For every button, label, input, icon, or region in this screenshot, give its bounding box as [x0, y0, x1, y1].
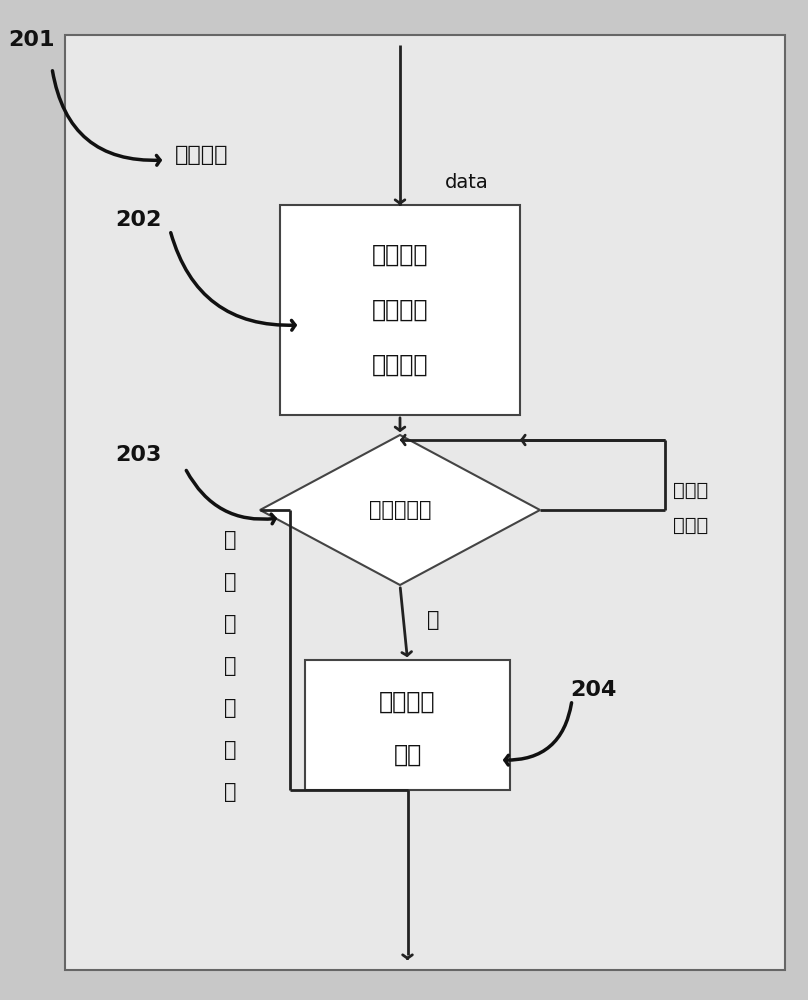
- FancyBboxPatch shape: [280, 205, 520, 415]
- Text: 是: 是: [427, 610, 440, 630]
- Text: 没: 没: [224, 614, 236, 634]
- Text: 203: 203: [115, 445, 162, 465]
- Text: ，: ，: [224, 572, 236, 592]
- Text: 是否需调整: 是否需调整: [368, 500, 431, 520]
- Text: 否: 否: [224, 530, 236, 550]
- Text: 202: 202: [115, 210, 162, 230]
- FancyBboxPatch shape: [65, 35, 785, 970]
- Text: 新数据: 新数据: [673, 516, 709, 534]
- Text: data: data: [445, 172, 489, 192]
- FancyBboxPatch shape: [305, 660, 510, 790]
- Text: 有: 有: [224, 656, 236, 676]
- Text: 数: 数: [224, 740, 236, 760]
- Text: 204: 204: [570, 680, 617, 700]
- Text: 新: 新: [224, 698, 236, 718]
- Text: 据: 据: [224, 782, 236, 802]
- Text: 对收集的: 对收集的: [372, 243, 428, 267]
- Polygon shape: [260, 435, 540, 585]
- Text: 初步拟合: 初步拟合: [372, 353, 428, 377]
- Text: 否，有: 否，有: [673, 481, 709, 499]
- Text: 201: 201: [8, 30, 54, 50]
- Text: 曲线: 曲线: [393, 743, 422, 767]
- Text: 调整拟合: 调整拟合: [379, 690, 436, 714]
- Text: 数据分析: 数据分析: [175, 145, 229, 165]
- Text: 数据进行: 数据进行: [372, 298, 428, 322]
